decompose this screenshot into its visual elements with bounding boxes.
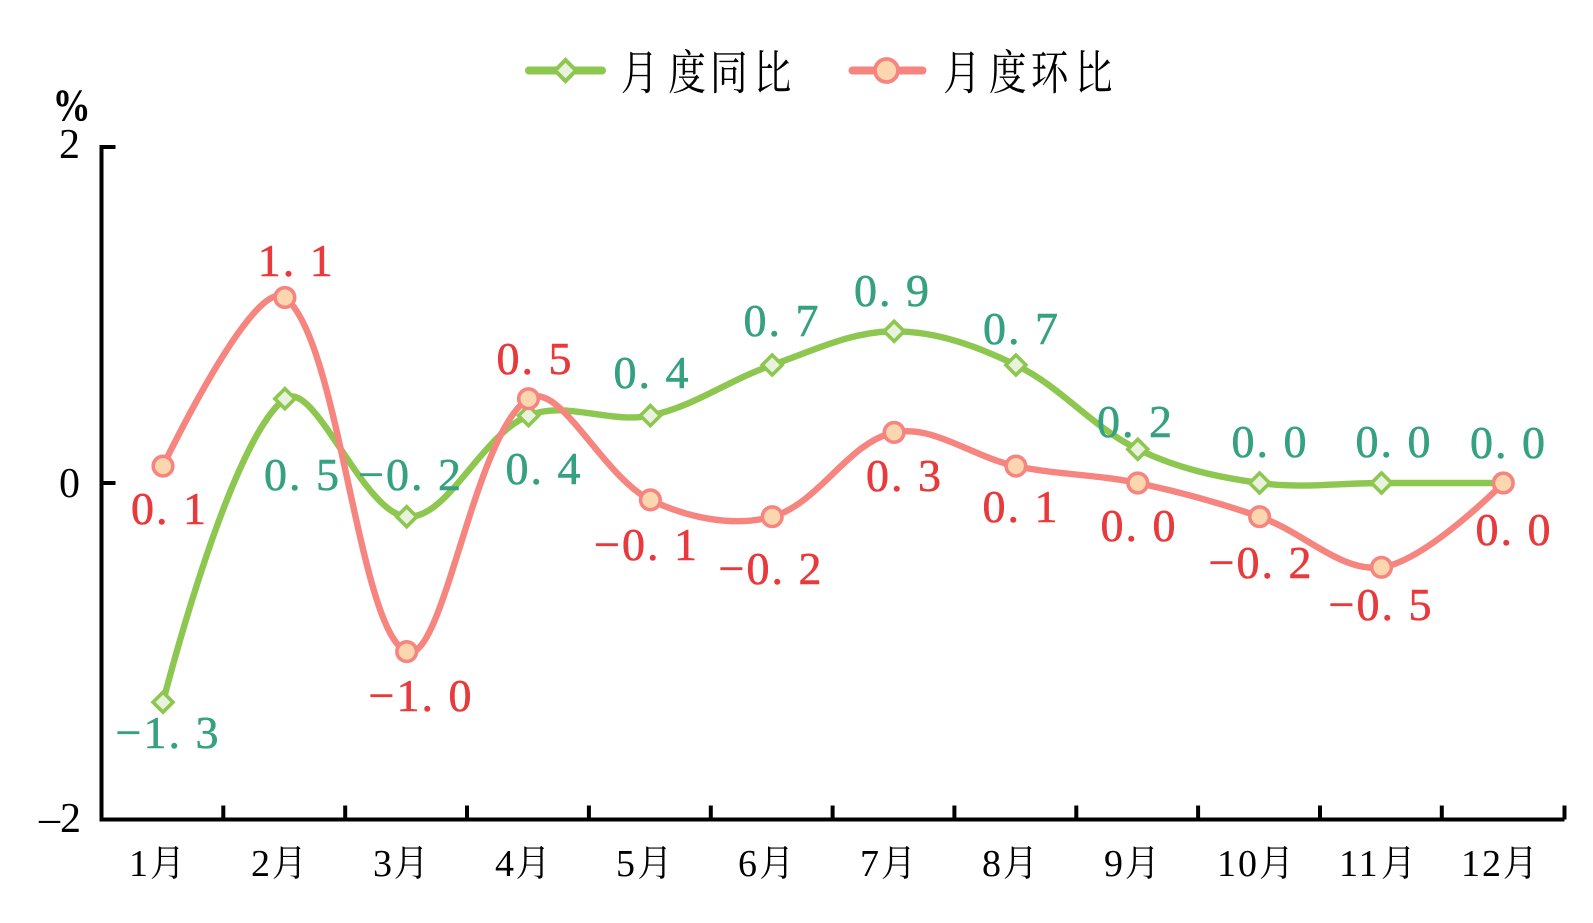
svg-text:0. 1: 0. 1 — [131, 483, 208, 534]
svg-text:4: 4 — [495, 843, 516, 885]
svg-text:0: 0 — [59, 461, 80, 507]
svg-text:7: 7 — [860, 843, 881, 885]
svg-text:8: 8 — [982, 843, 1003, 885]
svg-text:6: 6 — [738, 843, 759, 885]
svg-text:2: 2 — [59, 122, 80, 168]
svg-text:−0. 5: −0. 5 — [1329, 579, 1434, 630]
svg-text:0. 0: 0. 0 — [1101, 500, 1178, 551]
svg-text:3: 3 — [373, 843, 394, 885]
svg-text:9: 9 — [1104, 843, 1125, 885]
svg-text:–2: –2 — [38, 796, 81, 842]
svg-text:0. 4: 0. 4 — [614, 347, 691, 398]
svg-text:1. 1: 1. 1 — [258, 235, 335, 286]
svg-text:0. 9: 0. 9 — [854, 265, 931, 316]
svg-text:0. 0: 0. 0 — [1356, 416, 1433, 467]
svg-text:11: 11 — [1339, 843, 1380, 885]
svg-text:10: 10 — [1217, 843, 1259, 885]
svg-text:−0. 2: −0. 2 — [358, 449, 463, 500]
svg-text:5: 5 — [616, 843, 637, 885]
svg-text:−1. 0: −1. 0 — [369, 670, 474, 721]
svg-text:0. 7: 0. 7 — [744, 295, 821, 346]
svg-text:0. 0: 0. 0 — [1232, 416, 1309, 467]
svg-text:−1. 3: −1. 3 — [116, 707, 221, 758]
svg-text:0. 0: 0. 0 — [1470, 417, 1547, 468]
svg-text:12: 12 — [1461, 843, 1503, 885]
svg-text:0. 2: 0. 2 — [1097, 396, 1174, 447]
svg-text:−0. 2: −0. 2 — [1209, 537, 1314, 588]
svg-text:0. 5: 0. 5 — [264, 449, 341, 500]
svg-text:0. 4: 0. 4 — [506, 443, 583, 494]
svg-text:−0. 1: −0. 1 — [594, 519, 699, 570]
svg-text:0. 7: 0. 7 — [983, 303, 1060, 354]
svg-text:0. 5: 0. 5 — [497, 333, 574, 384]
svg-text:1: 1 — [129, 843, 150, 885]
svg-text:0. 1: 0. 1 — [983, 481, 1060, 532]
svg-text:0. 3: 0. 3 — [866, 450, 943, 501]
svg-text:2: 2 — [251, 843, 272, 885]
svg-text:−0. 2: −0. 2 — [719, 543, 824, 594]
svg-text:%: % — [53, 82, 91, 132]
svg-text:0. 0: 0. 0 — [1476, 504, 1553, 555]
